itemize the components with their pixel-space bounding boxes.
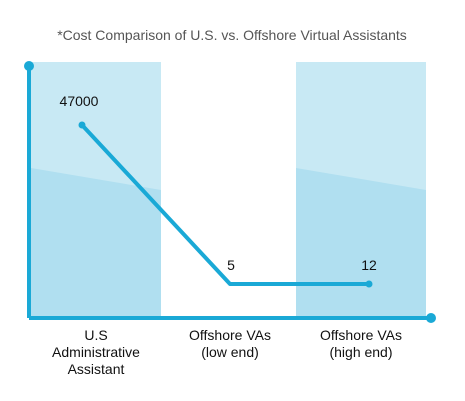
y-axis-end-dot [24, 61, 34, 71]
x-tick-label: U.S Administrative Assistant [52, 327, 140, 377]
x-tick-label: Offshore VAs (high end) [320, 327, 402, 360]
category-bands [31, 62, 426, 318]
category-band-shade [296, 168, 426, 318]
data-label: 5 [227, 257, 235, 273]
x-axis-end-dot [426, 313, 436, 323]
series-line [78, 121, 373, 288]
category-band-shade [31, 168, 161, 318]
data-point [78, 121, 86, 129]
data-labels: 47000 5 12 [60, 93, 377, 273]
series-path [80, 123, 370, 286]
chart-title: *Cost Comparison of U.S. vs. Offshore Vi… [57, 27, 407, 43]
data-label: 12 [361, 257, 377, 273]
x-tick-label: Offshore VAs (low end) [189, 327, 271, 360]
data-point [365, 280, 373, 288]
x-tick-labels: U.S Administrative Assistant Offshore VAs (l… [52, 327, 402, 377]
axes [24, 61, 436, 323]
data-label: 47000 [60, 93, 99, 109]
